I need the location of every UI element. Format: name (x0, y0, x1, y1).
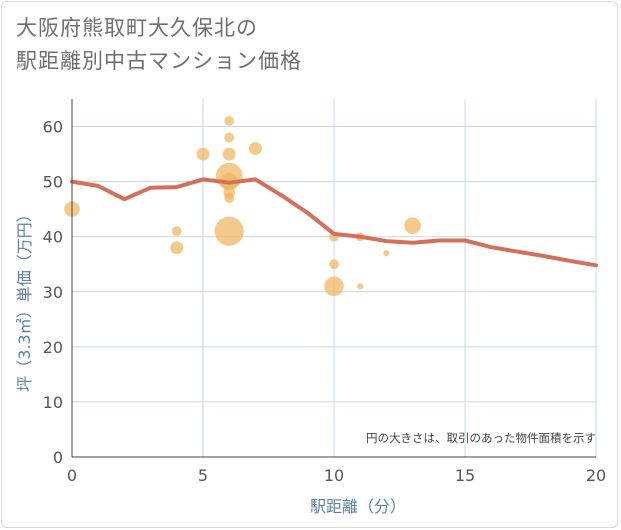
y-tick-label: 10 (43, 393, 63, 412)
bubble-point (224, 132, 235, 143)
tick-labels: 0 10 20 30 40 50 60 0 5 10 15 20 (43, 118, 607, 485)
bubble-point (248, 142, 262, 156)
x-tick-label: 10 (324, 466, 344, 485)
bubble-point (329, 259, 339, 270)
bubble-point (357, 283, 364, 290)
y-axis-title: 坪（3.3㎡）単価（万円） (15, 206, 34, 391)
chart-title-line-2: 駅距離別中古マンション価格 (16, 49, 302, 73)
bubble-point (214, 216, 244, 246)
bubble-point (404, 217, 421, 234)
chart-title-line-1: 大阪府熊取町大久保北の (16, 16, 258, 40)
y-tick-label: 0 (53, 448, 63, 467)
x-tick-label: 0 (67, 466, 77, 485)
y-tick-label: 50 (43, 173, 63, 192)
bubble-size-note: 円の大きさは、取引のあった物件面積を示す (366, 431, 596, 445)
x-tick-label: 20 (586, 466, 606, 485)
y-tick-label: 40 (43, 228, 63, 247)
bubble-point (383, 250, 390, 257)
bubble-point (224, 193, 235, 204)
bubble-point (222, 147, 236, 161)
bubble-point (171, 226, 182, 237)
y-tick-label: 60 (43, 118, 63, 137)
x-tick-label: 5 (198, 466, 208, 485)
x-tick-label: 15 (455, 466, 475, 485)
trend-line-series (70, 177, 598, 268)
bubble-point (170, 241, 184, 255)
bubble-point (324, 276, 344, 297)
x-axis-title: 駅距離（分） (310, 497, 406, 516)
bubble-point (224, 116, 235, 126)
y-tick-label: 20 (43, 338, 63, 357)
y-tick-label: 30 (43, 283, 63, 302)
chart-title: 大阪府熊取町大久保北の 駅距離別中古マンション価格 (16, 12, 302, 78)
axes (71, 99, 596, 458)
trend-line (70, 177, 598, 268)
bubble-point (196, 147, 210, 161)
